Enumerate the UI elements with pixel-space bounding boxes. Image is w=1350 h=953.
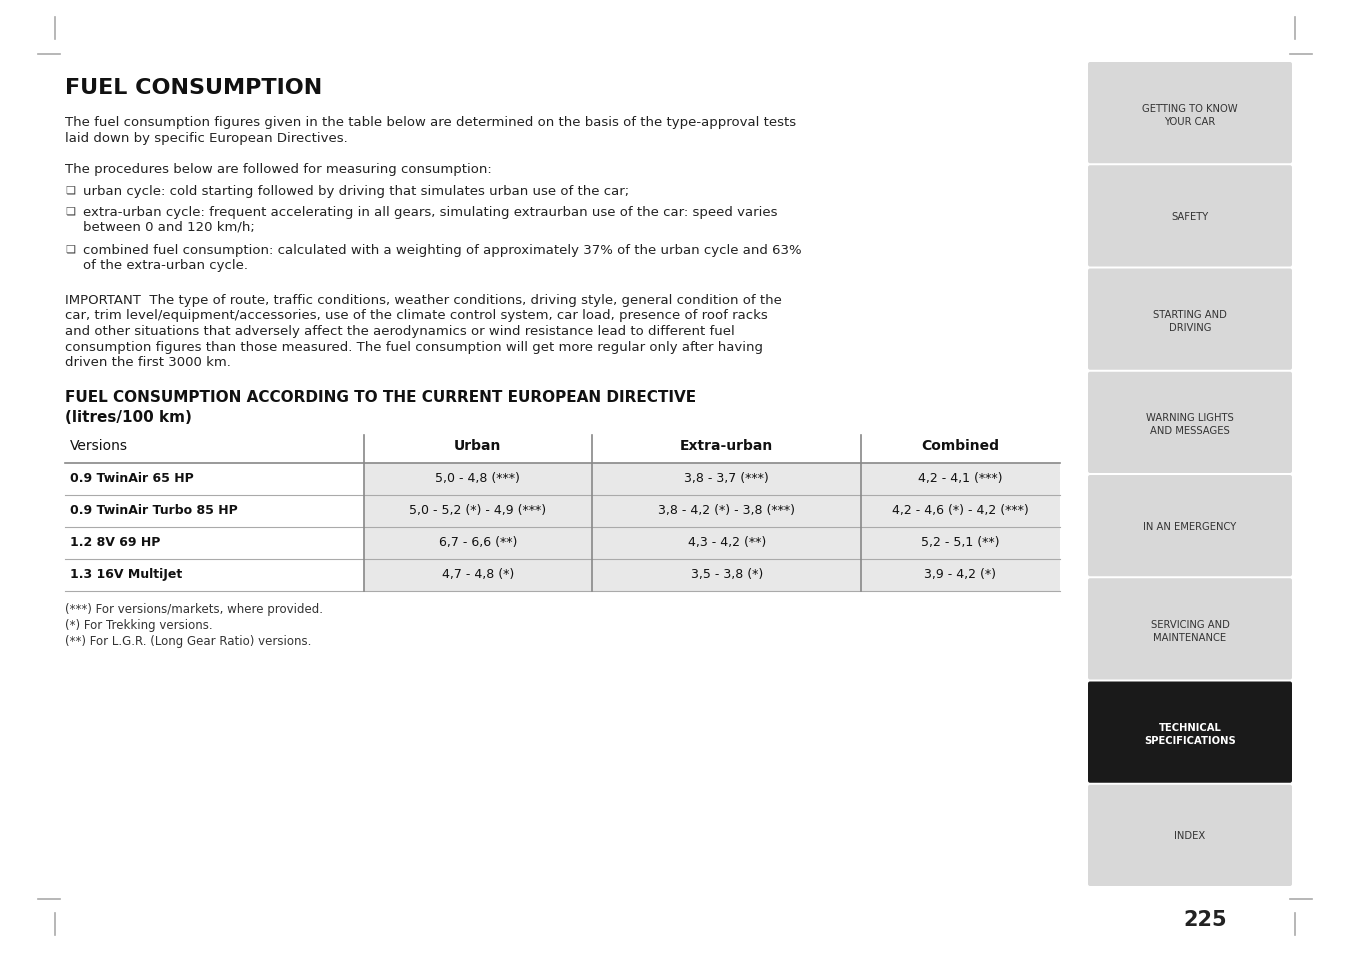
Bar [861, 463, 1060, 495]
Text: IN AN EMERGENCY: IN AN EMERGENCY [1143, 521, 1237, 531]
Text: 5,0 - 5,2 (*) - 4,9 (***): 5,0 - 5,2 (*) - 4,9 (***) [409, 503, 547, 517]
Text: between 0 and 120 km/h;: between 0 and 120 km/h; [82, 221, 255, 233]
Text: WARNING LIGHTS: WARNING LIGHTS [1146, 413, 1234, 423]
Text: 225: 225 [1183, 909, 1227, 929]
Bar [861, 527, 1060, 558]
FancyBboxPatch shape [1088, 476, 1292, 577]
Bar [363, 527, 593, 558]
Text: GETTING TO KNOW: GETTING TO KNOW [1142, 104, 1238, 113]
Text: MAINTENANCE: MAINTENANCE [1153, 632, 1227, 642]
FancyBboxPatch shape [1088, 578, 1292, 679]
FancyBboxPatch shape [1088, 681, 1292, 783]
Text: YOUR CAR: YOUR CAR [1164, 116, 1215, 127]
Text: 5,2 - 5,1 (**): 5,2 - 5,1 (**) [921, 536, 1000, 548]
Text: Combined: Combined [922, 439, 999, 453]
FancyBboxPatch shape [1088, 785, 1292, 886]
Text: SAFETY: SAFETY [1172, 212, 1208, 222]
Text: 3,8 - 3,7 (***): 3,8 - 3,7 (***) [684, 472, 770, 484]
Bar [363, 495, 593, 527]
Bar [363, 558, 593, 591]
Bar [861, 495, 1060, 527]
Text: 3,8 - 4,2 (*) - 3,8 (***): 3,8 - 4,2 (*) - 3,8 (***) [659, 503, 795, 517]
Text: car, trim level/equipment/accessories, use of the climate control system, car lo: car, trim level/equipment/accessories, u… [65, 309, 768, 322]
Text: 5,0 - 4,8 (***): 5,0 - 4,8 (***) [436, 472, 520, 484]
Text: combined fuel consumption: calculated with a weighting of approximately 37% of t: combined fuel consumption: calculated wi… [82, 244, 802, 256]
Text: ❏: ❏ [65, 185, 76, 194]
Text: SERVICING AND: SERVICING AND [1150, 619, 1230, 629]
Text: (***) For versions/markets, where provided.: (***) For versions/markets, where provid… [65, 603, 323, 616]
Text: extra-urban cycle: frequent accelerating in all gears, simulating extraurban use: extra-urban cycle: frequent accelerating… [82, 206, 778, 219]
Text: ❏: ❏ [65, 206, 76, 215]
Text: The fuel consumption figures given in the table below are determined on the basi: The fuel consumption figures given in th… [65, 116, 796, 129]
Text: 3,5 - 3,8 (*): 3,5 - 3,8 (*) [691, 567, 763, 580]
Bar [593, 527, 861, 558]
Text: ❏: ❏ [65, 244, 76, 253]
Text: (*) For Trekking versions.: (*) For Trekking versions. [65, 618, 213, 632]
Text: FUEL CONSUMPTION: FUEL CONSUMPTION [65, 78, 323, 98]
Text: 0.9 TwinAir Turbo 85 HP: 0.9 TwinAir Turbo 85 HP [70, 503, 238, 517]
FancyBboxPatch shape [1088, 373, 1292, 474]
Text: 1.3 16V MultiJet: 1.3 16V MultiJet [70, 567, 182, 580]
FancyBboxPatch shape [1088, 63, 1292, 164]
Text: (litres/100 km): (litres/100 km) [65, 409, 192, 424]
Text: 4,3 - 4,2 (**): 4,3 - 4,2 (**) [687, 536, 765, 548]
Text: laid down by specific European Directives.: laid down by specific European Directive… [65, 132, 348, 145]
Text: SPECIFICATIONS: SPECIFICATIONS [1143, 736, 1235, 745]
Text: 4,7 - 4,8 (*): 4,7 - 4,8 (*) [441, 567, 514, 580]
Text: FUEL CONSUMPTION ACCORDING TO THE CURRENT EUROPEAN DIRECTIVE: FUEL CONSUMPTION ACCORDING TO THE CURREN… [65, 389, 697, 404]
Text: Urban: Urban [454, 439, 502, 453]
Bar [593, 495, 861, 527]
Text: 3,9 - 4,2 (*): 3,9 - 4,2 (*) [925, 567, 996, 580]
Text: 0.9 TwinAir 65 HP: 0.9 TwinAir 65 HP [70, 472, 194, 484]
Bar [593, 463, 861, 495]
Text: 6,7 - 6,6 (**): 6,7 - 6,6 (**) [439, 536, 517, 548]
Bar [861, 558, 1060, 591]
Bar [593, 558, 861, 591]
Text: of the extra-urban cycle.: of the extra-urban cycle. [82, 258, 248, 272]
Text: TECHNICAL: TECHNICAL [1158, 722, 1222, 732]
Text: (**) For L.G.R. (Long Gear Ratio) versions.: (**) For L.G.R. (Long Gear Ratio) versio… [65, 635, 312, 648]
Text: INDEX: INDEX [1174, 830, 1206, 841]
Text: DRIVING: DRIVING [1169, 323, 1211, 333]
Text: The procedures below are followed for measuring consumption:: The procedures below are followed for me… [65, 163, 491, 175]
Text: 4,2 - 4,6 (*) - 4,2 (***): 4,2 - 4,6 (*) - 4,2 (***) [892, 503, 1029, 517]
Text: 1.2 8V 69 HP: 1.2 8V 69 HP [70, 536, 161, 548]
Text: STARTING AND: STARTING AND [1153, 310, 1227, 320]
Text: Extra-urban: Extra-urban [680, 439, 774, 453]
Text: 4,2 - 4,1 (***): 4,2 - 4,1 (***) [918, 472, 1003, 484]
Bar [363, 463, 593, 495]
Text: and other situations that adversely affect the aerodynamics or wind resistance l: and other situations that adversely affe… [65, 325, 734, 337]
FancyBboxPatch shape [1088, 269, 1292, 371]
Text: IMPORTANT  The type of route, traffic conditions, weather conditions, driving st: IMPORTANT The type of route, traffic con… [65, 294, 782, 307]
FancyBboxPatch shape [1088, 166, 1292, 267]
Text: driven the first 3000 km.: driven the first 3000 km. [65, 355, 231, 369]
Text: consumption figures than those measured. The fuel consumption will get more regu: consumption figures than those measured.… [65, 340, 763, 354]
Text: AND MESSAGES: AND MESSAGES [1150, 426, 1230, 436]
Text: Versions: Versions [70, 439, 128, 453]
Text: urban cycle: cold starting followed by driving that simulates urban use of the c: urban cycle: cold starting followed by d… [82, 185, 629, 198]
